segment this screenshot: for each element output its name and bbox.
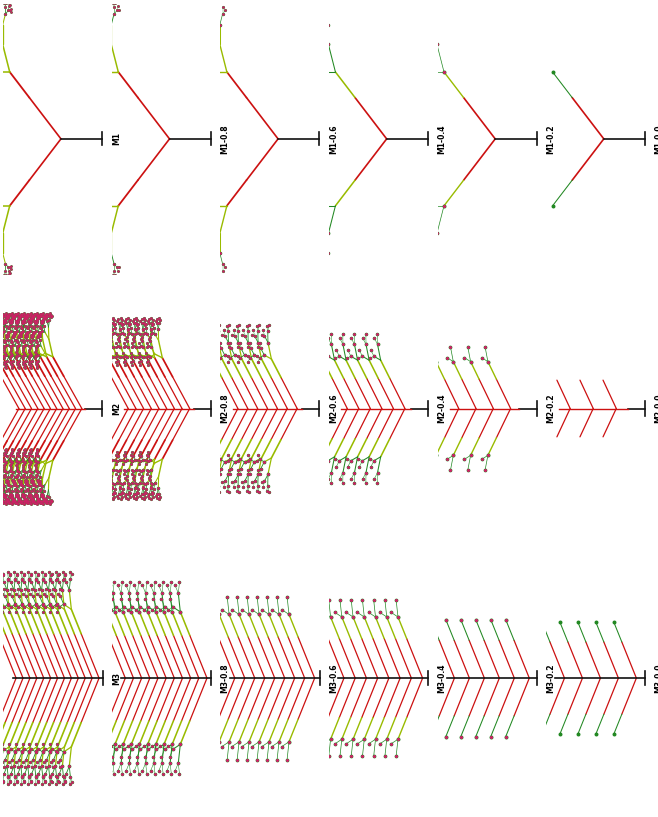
Text: M3-0.6: M3-0.6 [329, 663, 338, 693]
Text: M2-0.8: M2-0.8 [220, 394, 230, 423]
Text: M3: M3 [112, 672, 121, 685]
Text: M2: M2 [112, 402, 121, 415]
Text: M3-0.2: M3-0.2 [546, 663, 555, 693]
Text: M1-0.0: M1-0.0 [655, 124, 658, 154]
Text: M2-0.4: M2-0.4 [438, 394, 447, 423]
Text: M2-0.2: M2-0.2 [546, 394, 555, 423]
Text: M1-0.4: M1-0.4 [438, 124, 447, 154]
Text: M2-0.0: M2-0.0 [655, 394, 658, 423]
Text: M1: M1 [112, 132, 121, 145]
Text: M2-0.6: M2-0.6 [329, 394, 338, 423]
Text: M1-0.8: M1-0.8 [220, 124, 230, 154]
Text: M3-0.0: M3-0.0 [655, 663, 658, 693]
Text: M3-0.8: M3-0.8 [220, 663, 230, 693]
Text: M1-0.6: M1-0.6 [329, 124, 338, 154]
Text: M3-0.4: M3-0.4 [438, 663, 447, 693]
Text: M1-0.2: M1-0.2 [546, 124, 555, 154]
